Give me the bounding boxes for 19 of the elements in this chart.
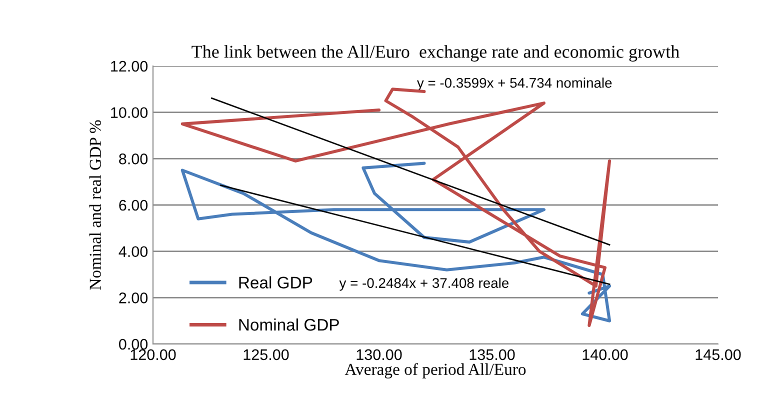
chart-title: The link between the All/Euro exchange rate and economic growth [192,45,680,62]
legend-label: Nominal GDP [239,318,339,331]
y-tick-label: 12.00 [111,60,148,72]
y-tick-label: 8.00 [119,154,148,164]
x-tick-label: 130.00 [356,349,402,360]
y-tick-label: 6.00 [119,200,148,211]
y-tick-label: 2.00 [119,292,148,304]
y-tick-label: 10.00 [111,107,148,118]
x-axis-title: Average of period All/Euro [344,363,526,378]
x-tick-label: 145.00 [696,349,741,360]
x-tick-label: 140.00 [582,349,628,360]
y-tick-label: 0.00 [119,338,148,350]
y-axis-title: Nominal and real GDP % [89,120,102,290]
y-tick-label: 4.00 [118,246,148,258]
annotation: y = -0.2484x + 37.408 reale [339,278,509,291]
x-tick-label: 135.00 [470,349,515,360]
legend-label: Real GDP [239,276,312,289]
x-tick-label: 120.00 [130,349,176,360]
x-tick-label: 125.00 [244,349,289,360]
